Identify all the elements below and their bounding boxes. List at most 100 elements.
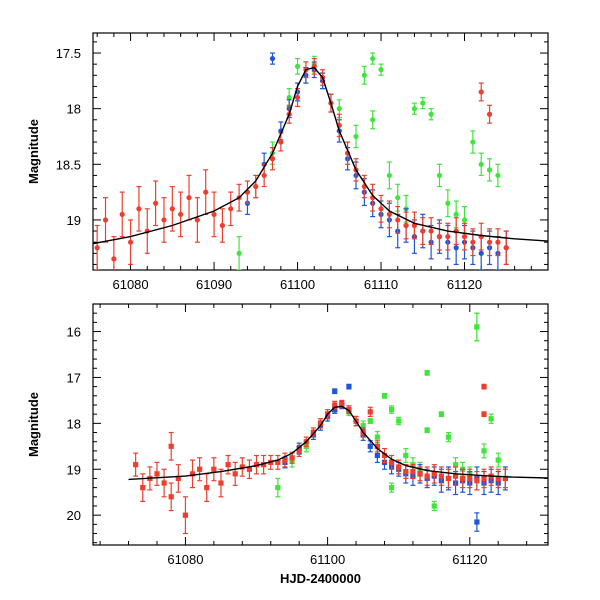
- data-point: [481, 475, 487, 482]
- top-panel: 61080 61090 61100 61110 61120 17.5 18 18.5 19 Mag…: [26, 32, 549, 292]
- data-point: [374, 434, 380, 440]
- data-point: [186, 195, 192, 201]
- data-point: [367, 409, 373, 415]
- data-point: [461, 234, 468, 240]
- x-tick-label: 61120: [452, 552, 487, 567]
- data-point: [153, 200, 159, 206]
- data-point: [286, 94, 292, 101]
- data-point: [396, 464, 402, 470]
- data-point: [388, 485, 395, 491]
- data-point: [339, 401, 345, 407]
- data-point: [282, 457, 288, 463]
- data-point: [452, 473, 459, 479]
- data-point: [420, 100, 426, 106]
- data-point: [203, 189, 209, 195]
- y-tick-label: 18: [67, 102, 81, 117]
- data-point: [133, 462, 139, 468]
- data-point: [361, 72, 367, 78]
- y-tick-label: 17.5: [56, 46, 81, 61]
- data-point: [94, 245, 100, 251]
- data-point: [411, 106, 418, 112]
- data-point: [374, 452, 380, 459]
- series-red: [94, 57, 509, 270]
- data-point: [420, 228, 426, 234]
- data-point: [228, 206, 234, 212]
- data-point: [486, 239, 493, 245]
- data-point: [194, 217, 200, 223]
- data-point: [218, 480, 224, 486]
- data-point: [470, 239, 476, 245]
- data-point: [332, 388, 338, 394]
- data-point: [136, 206, 142, 212]
- data-point: [474, 478, 480, 484]
- data-point: [386, 172, 392, 179]
- data-point: [481, 448, 487, 454]
- data-point: [269, 55, 276, 62]
- data-point: [278, 139, 284, 145]
- y-tick-label: 20: [67, 508, 81, 523]
- data-point: [236, 250, 242, 256]
- data-point: [452, 462, 459, 468]
- data-point: [386, 211, 392, 217]
- data-point: [204, 485, 210, 491]
- y-tick-label: 19: [67, 462, 81, 477]
- data-point: [474, 324, 480, 330]
- data-point: [102, 217, 109, 223]
- data-point: [438, 411, 444, 417]
- data-point: [445, 234, 451, 240]
- data-point: [453, 245, 459, 251]
- data-point: [367, 443, 373, 449]
- data-point: [219, 222, 226, 229]
- data-point: [367, 418, 373, 424]
- data-point: [269, 156, 276, 162]
- plot-frame: [92, 303, 549, 546]
- data-point: [461, 217, 468, 223]
- data-point: [127, 239, 134, 245]
- data-point: [381, 393, 388, 399]
- model-curve: [93, 66, 548, 245]
- data-point: [294, 63, 301, 69]
- data-point: [436, 172, 443, 179]
- series-blue: [244, 52, 509, 270]
- data-point: [410, 468, 416, 475]
- data-point: [275, 459, 281, 465]
- data-point: [332, 402, 338, 408]
- plot-frame: [92, 32, 549, 271]
- data-point: [168, 494, 174, 500]
- data-point: [378, 67, 384, 73]
- data-point: [211, 466, 217, 472]
- data-point: [481, 384, 487, 390]
- data-point: [232, 471, 238, 477]
- data-point: [275, 485, 281, 491]
- data-point: [296, 448, 302, 454]
- data-point: [417, 471, 423, 477]
- data-point: [428, 228, 434, 234]
- data-point: [381, 452, 388, 459]
- data-point: [478, 161, 484, 167]
- x-tick-label: 61100: [310, 552, 345, 567]
- data-point: [197, 466, 203, 472]
- data-point: [396, 418, 402, 424]
- data-point: [378, 206, 384, 212]
- x-tick-label: 61110: [364, 277, 398, 292]
- data-point: [225, 462, 231, 468]
- data-point: [353, 133, 359, 140]
- data-point: [445, 434, 452, 440]
- data-point: [119, 211, 125, 217]
- data-point: [495, 475, 501, 482]
- data-point: [403, 222, 409, 229]
- x-tick-label: 61080: [112, 277, 148, 292]
- data-point: [395, 217, 401, 223]
- y-axis-label: Magnitude: [26, 119, 41, 184]
- data-point: [332, 406, 338, 413]
- data-point: [428, 111, 434, 117]
- data-point: [403, 468, 409, 475]
- data-point: [495, 239, 501, 245]
- data-point: [374, 443, 380, 449]
- data-point: [168, 443, 174, 449]
- data-point: [481, 411, 487, 417]
- y-tick-label: 18: [67, 416, 81, 431]
- data-point: [161, 217, 167, 223]
- data-point: [317, 420, 324, 426]
